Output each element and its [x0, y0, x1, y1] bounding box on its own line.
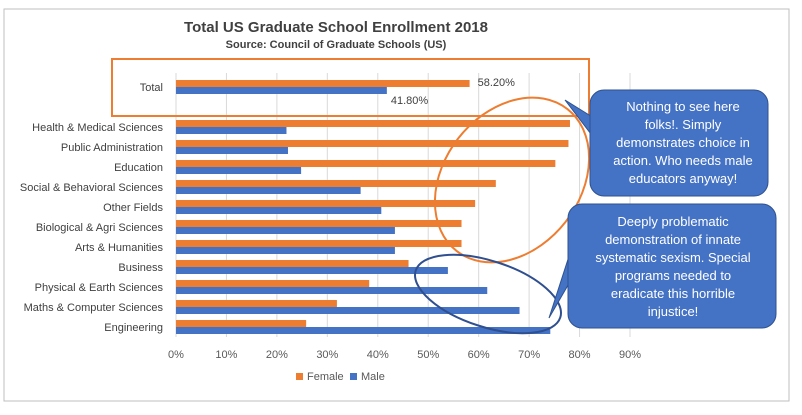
x-tick-label: 40%: [367, 349, 389, 361]
category-label: Health & Medical Sciences: [32, 122, 163, 134]
bar-female: [176, 240, 462, 247]
bar-female: [176, 180, 496, 187]
bar-male: [176, 327, 551, 334]
category-label: Other Fields: [103, 202, 163, 214]
x-tick-label: 30%: [316, 349, 338, 361]
chart-border: [3, 8, 790, 402]
x-tick-label: 80%: [569, 349, 591, 361]
category-label: Business: [118, 262, 163, 274]
x-tick-label: 10%: [215, 349, 237, 361]
bar-male: [176, 87, 387, 94]
bar-male: [176, 127, 287, 134]
category-label: Public Administration: [61, 142, 163, 154]
category-label: Maths & Computer Sciences: [24, 302, 164, 314]
category-label: Engineering: [104, 322, 163, 334]
legend-label-female: Female: [307, 371, 344, 383]
category-label: Social & Behavioral Sciences: [20, 182, 164, 194]
total-highlight-box: [111, 58, 590, 117]
bar-female: [176, 320, 307, 327]
category-label: Education: [114, 162, 163, 174]
bar-male: [176, 147, 288, 154]
bar-male: [176, 287, 488, 294]
bar-male: [176, 247, 395, 254]
callout-bubble-choice: [589, 89, 769, 197]
x-tick-label: 70%: [518, 349, 540, 361]
bar-male: [176, 167, 302, 174]
data-label-female: 58.20%: [478, 77, 516, 89]
category-label: Biological & Agri Sciences: [36, 222, 164, 234]
category-label: Total: [140, 82, 163, 94]
bar-female: [176, 200, 476, 207]
bar-male: [176, 207, 382, 214]
callout-text-sexism: Deeply problematic demonstration of inna…: [595, 214, 751, 319]
bar-female: [176, 280, 370, 287]
bar-male: [176, 227, 395, 234]
bar-female: [176, 80, 470, 87]
bar-female: [176, 140, 569, 147]
legend-swatch-male: [350, 373, 357, 380]
category-label: Physical & Earth Sciences: [35, 282, 164, 294]
x-tick-label: 20%: [266, 349, 288, 361]
highlight-ellipse-female: [433, 96, 591, 264]
bar-male: [176, 307, 520, 314]
x-tick-label: 50%: [417, 349, 439, 361]
bar-male: [176, 187, 361, 194]
highlight-ellipse-male: [414, 253, 562, 335]
bar-female: [176, 260, 409, 267]
bar-female: [176, 220, 462, 227]
x-tick-label: 90%: [619, 349, 641, 361]
x-tick-label: 60%: [468, 349, 490, 361]
x-tick-label: 0%: [168, 349, 184, 361]
bar-female: [176, 120, 570, 127]
category-label: Arts & Humanities: [75, 242, 164, 254]
callout-bubble-sexism: [567, 203, 777, 329]
chart-subtitle: Source: Council of Graduate Schools (US): [225, 39, 447, 51]
callout-text-choice: Nothing to see here folks!. Simply demon…: [613, 99, 753, 186]
chart-title: Total US Graduate School Enrollment 2018: [184, 19, 488, 36]
bar-male: [176, 267, 448, 274]
legend-swatch-female: [296, 373, 303, 380]
bar-female: [176, 160, 556, 167]
bar-female: [176, 300, 337, 307]
legend-label-male: Male: [361, 371, 385, 383]
data-label-male: 41.80%: [391, 95, 429, 107]
